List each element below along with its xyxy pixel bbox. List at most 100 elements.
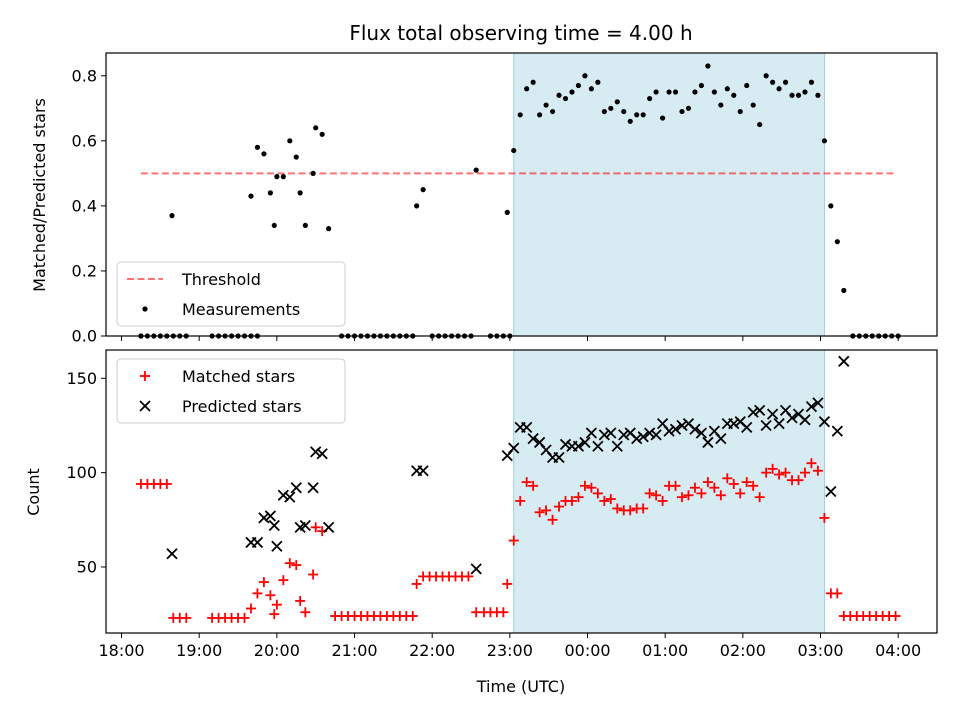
data-point bbox=[254, 144, 261, 150]
data-point bbox=[504, 209, 510, 215]
x-stroke bbox=[316, 448, 328, 460]
x-stroke bbox=[268, 519, 280, 532]
data-point bbox=[181, 612, 192, 623]
x-stroke bbox=[290, 482, 302, 494]
data-point bbox=[527, 433, 539, 445]
data-point bbox=[821, 138, 827, 144]
x-tick-label: 23:00 bbox=[487, 641, 533, 660]
data-point bbox=[754, 492, 765, 503]
data-point bbox=[284, 491, 296, 503]
x-tick-label: 21:00 bbox=[331, 641, 377, 660]
data-point bbox=[647, 95, 653, 102]
x-stroke bbox=[689, 423, 701, 435]
data-point bbox=[508, 535, 519, 546]
x-stroke bbox=[527, 433, 539, 445]
x-stroke bbox=[663, 425, 675, 437]
axes-frame bbox=[105, 349, 938, 634]
y-tick-label: 0.4 bbox=[72, 196, 97, 215]
x-stroke bbox=[773, 417, 785, 430]
data-point bbox=[502, 578, 513, 589]
data-point bbox=[287, 138, 293, 144]
x-stroke bbox=[669, 423, 682, 435]
data-point bbox=[832, 588, 843, 599]
data-point bbox=[302, 222, 308, 229]
data-point bbox=[763, 73, 769, 79]
x-stroke bbox=[676, 419, 688, 432]
data-point bbox=[573, 492, 584, 503]
data-point bbox=[702, 436, 714, 449]
x-tick-label: 02:00 bbox=[720, 641, 766, 660]
data-point bbox=[618, 429, 630, 441]
data-point bbox=[747, 406, 759, 418]
data-point bbox=[735, 488, 746, 499]
data-point bbox=[592, 488, 603, 499]
data-point bbox=[271, 222, 277, 229]
data-point bbox=[547, 514, 558, 525]
data-point bbox=[644, 488, 655, 499]
count-y-axis-label: Count bbox=[24, 468, 43, 516]
data-point bbox=[271, 599, 282, 610]
data-point bbox=[650, 429, 662, 441]
data-point bbox=[799, 467, 810, 478]
data-point bbox=[524, 86, 530, 92]
data-point bbox=[789, 92, 795, 98]
data-point bbox=[601, 108, 607, 115]
data-point bbox=[245, 603, 256, 614]
data-point bbox=[834, 239, 840, 245]
x-stroke bbox=[644, 427, 656, 439]
data-point bbox=[414, 203, 420, 209]
data-point bbox=[637, 431, 649, 443]
x-stroke bbox=[766, 408, 779, 420]
x-stroke bbox=[708, 425, 721, 437]
data-point bbox=[579, 480, 590, 491]
data-point bbox=[521, 477, 532, 488]
data-point bbox=[614, 99, 620, 105]
data-point bbox=[679, 108, 685, 115]
data-point bbox=[782, 79, 789, 85]
data-point bbox=[825, 485, 837, 498]
x-stroke bbox=[734, 416, 746, 428]
data-point bbox=[672, 89, 679, 95]
data-point bbox=[611, 440, 623, 452]
data-point bbox=[511, 147, 517, 154]
x-stroke bbox=[533, 436, 546, 449]
data-point bbox=[417, 465, 429, 477]
x-stroke bbox=[799, 414, 811, 426]
data-point bbox=[773, 417, 785, 430]
data-point bbox=[760, 419, 772, 432]
x-stroke bbox=[747, 406, 759, 418]
data-point bbox=[300, 607, 311, 618]
data-point bbox=[274, 174, 280, 180]
data-point bbox=[411, 578, 422, 589]
data-point bbox=[841, 287, 847, 294]
x-stroke bbox=[818, 416, 831, 428]
x-stroke bbox=[682, 417, 695, 430]
data-point bbox=[605, 494, 616, 505]
x-tick-label: 22:00 bbox=[409, 641, 455, 660]
x-tick-label: 04:00 bbox=[875, 641, 921, 660]
data-point bbox=[322, 521, 335, 533]
figure-title: Flux total observing time = 4.00 h bbox=[349, 21, 692, 45]
data-point bbox=[689, 423, 701, 435]
data-point bbox=[795, 92, 802, 98]
x-stroke bbox=[585, 427, 598, 439]
data-point bbox=[549, 108, 556, 115]
data-point bbox=[553, 451, 565, 464]
data-point bbox=[705, 63, 711, 69]
data-point bbox=[575, 82, 582, 89]
data-point bbox=[653, 89, 659, 95]
data-point bbox=[585, 427, 598, 439]
data-point bbox=[812, 397, 824, 409]
x-stroke bbox=[650, 429, 662, 441]
x-stroke bbox=[299, 519, 311, 532]
x-stroke bbox=[284, 491, 296, 503]
data-point bbox=[595, 79, 601, 85]
data-point bbox=[744, 82, 750, 89]
data-point bbox=[554, 501, 565, 512]
x-stroke bbox=[521, 421, 533, 433]
data-point bbox=[731, 92, 737, 98]
data-point bbox=[657, 495, 668, 506]
data-point bbox=[890, 611, 901, 622]
data-point bbox=[530, 79, 536, 85]
x-stroke bbox=[695, 427, 708, 439]
